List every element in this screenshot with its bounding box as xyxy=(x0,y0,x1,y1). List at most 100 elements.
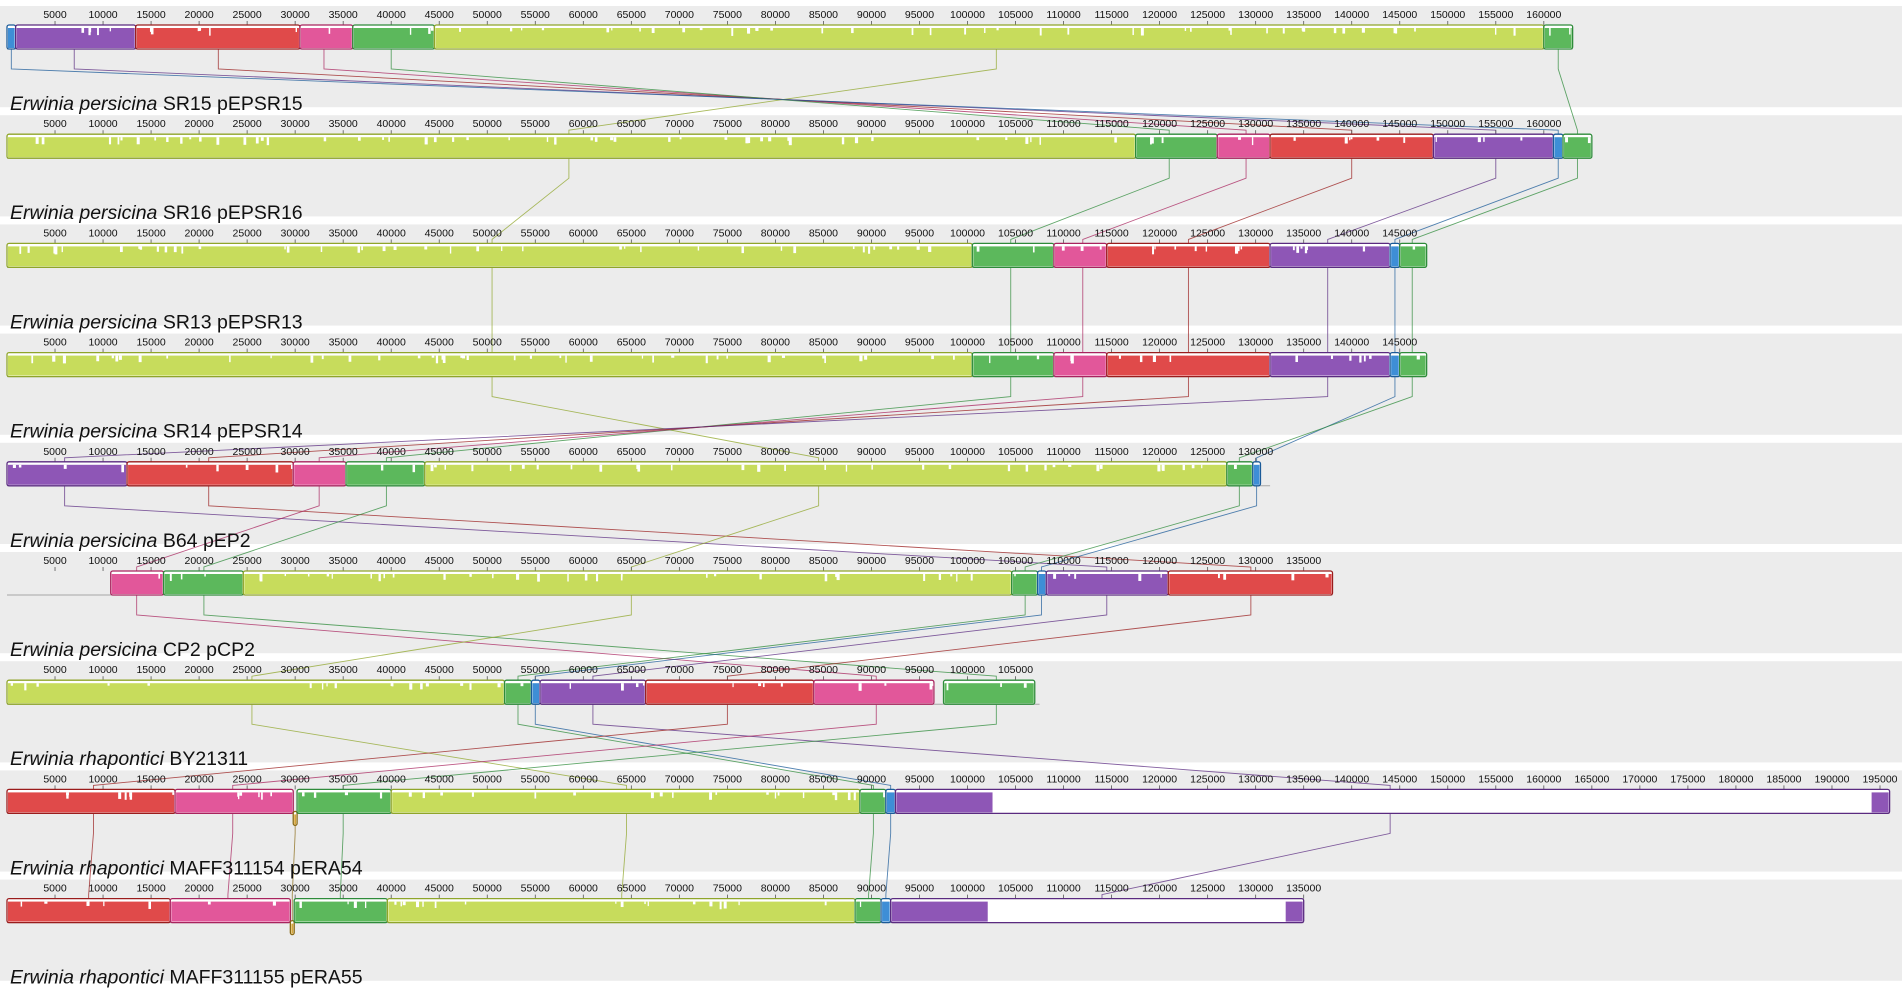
ruler-tick-label: 150000 xyxy=(1430,9,1465,21)
lcb-block-green[interactable] xyxy=(345,461,426,487)
lcb-block-pink[interactable] xyxy=(174,788,294,815)
lcb-block-red[interactable] xyxy=(6,897,171,924)
lcb-block-lime[interactable] xyxy=(6,351,973,378)
lcb-block-lime[interactable] xyxy=(386,897,856,924)
lcb-block-green[interactable] xyxy=(293,897,389,924)
lcb-block-green[interactable] xyxy=(1543,24,1574,50)
ruler-tick-label: 95000 xyxy=(905,664,934,676)
lcb-block-purple[interactable] xyxy=(1269,351,1391,378)
lcb-block-red[interactable] xyxy=(6,788,176,815)
coverage-dip xyxy=(409,28,412,35)
ruler-tick-label: 45000 xyxy=(425,9,454,21)
lcb-block-purple[interactable] xyxy=(14,24,137,50)
lcb-block-blue[interactable] xyxy=(885,788,897,815)
coverage-dip xyxy=(180,137,183,144)
coverage-dip xyxy=(824,464,827,470)
ruler-tick-label: 70000 xyxy=(665,664,694,676)
lcb-block-lime[interactable] xyxy=(242,570,1013,596)
lcb-block-pink[interactable] xyxy=(1053,242,1108,269)
lcb-block-blue[interactable] xyxy=(1389,242,1401,269)
coverage-dip xyxy=(444,464,447,470)
ruler-tick-label: 145000 xyxy=(1382,227,1417,239)
lcb-block-purple[interactable] xyxy=(890,897,1305,924)
lcb-block-red[interactable] xyxy=(1106,351,1271,378)
lcb-block-pink[interactable] xyxy=(169,897,292,924)
lcb-block-blue[interactable] xyxy=(880,897,892,924)
lcb-block-green[interactable] xyxy=(1399,242,1428,269)
lcb-block-gold[interactable] xyxy=(289,919,295,936)
lcb-block-lime[interactable] xyxy=(6,242,973,269)
ruler-tick-label: 35000 xyxy=(329,118,358,130)
lcb-block-green[interactable] xyxy=(859,788,887,815)
ruler-tick-label: 50000 xyxy=(473,9,502,21)
lcb-block-green[interactable] xyxy=(971,242,1055,269)
lcb-block-blue[interactable] xyxy=(1389,351,1401,378)
lcb-block-lime[interactable] xyxy=(6,679,506,705)
coverage-dip xyxy=(1376,137,1380,141)
lcb-block-pink[interactable] xyxy=(299,24,354,50)
lcb-block-pink[interactable] xyxy=(110,570,165,596)
lcb-block-pink[interactable] xyxy=(292,461,347,487)
lcb-block-green[interactable] xyxy=(942,679,1036,705)
coverage-dip xyxy=(1251,137,1254,146)
coverage-dip xyxy=(88,901,90,905)
lcb-block-lime[interactable] xyxy=(424,461,1228,487)
ruler-tick-label: 140000 xyxy=(1334,773,1369,785)
coverage-dip xyxy=(868,246,871,254)
genome-species: Erwinia persicina xyxy=(10,93,158,115)
lcb-block-gold[interactable] xyxy=(292,810,298,827)
lcb-block-lime[interactable] xyxy=(433,24,1545,50)
lcb-block-blue[interactable] xyxy=(1036,570,1047,596)
lcb-block-green[interactable] xyxy=(1399,351,1428,378)
lcb-block-green[interactable] xyxy=(503,679,533,705)
coverage-dip xyxy=(10,683,13,686)
lcb-block-green[interactable] xyxy=(162,570,244,596)
lcb-block-lime[interactable] xyxy=(390,788,861,815)
track-background xyxy=(0,333,1902,435)
lcb-block-pink[interactable] xyxy=(1216,133,1271,159)
coverage-dip xyxy=(774,792,777,799)
ruler-tick-label: 130000 xyxy=(1238,337,1273,349)
coverage-dip xyxy=(853,792,856,801)
lcb-block-red[interactable] xyxy=(126,461,295,487)
lcb-block-blue[interactable] xyxy=(1552,133,1564,159)
ruler-tick-label: 5000 xyxy=(43,9,67,21)
lcb-block-purple[interactable] xyxy=(1045,570,1169,596)
lcb-block-blue[interactable] xyxy=(530,679,541,705)
lcb-block-red[interactable] xyxy=(135,24,301,50)
ruler-tick-label: 130000 xyxy=(1238,227,1273,239)
coverage-dip xyxy=(417,355,421,359)
coverage-dip xyxy=(573,792,576,796)
lcb-block-green[interactable] xyxy=(971,351,1055,378)
lcb-block-purple[interactable] xyxy=(1269,242,1391,269)
coverage-dip xyxy=(115,355,119,362)
ruler-tick-label: 25000 xyxy=(233,883,262,895)
lcb-block-red[interactable] xyxy=(1269,133,1435,159)
lcb-block-blue[interactable] xyxy=(6,24,17,50)
coverage-dip xyxy=(1007,464,1011,472)
lcb-block-red[interactable] xyxy=(1106,242,1271,269)
coverage-dip xyxy=(412,464,416,473)
lcb-block-green[interactable] xyxy=(352,24,436,50)
lcb-coverage-fill xyxy=(1400,355,1426,376)
lcb-block-purple[interactable] xyxy=(894,788,1891,815)
lcb-block-green[interactable] xyxy=(296,788,392,815)
lcb-block-green[interactable] xyxy=(1011,570,1039,596)
lcb-block-purple[interactable] xyxy=(1432,133,1555,159)
lcb-block-blue[interactable] xyxy=(1252,461,1262,487)
lcb-block-lime[interactable] xyxy=(6,133,1137,159)
lcb-block-green[interactable] xyxy=(1562,133,1593,159)
lcb-block-red[interactable] xyxy=(645,679,815,705)
lcb-block-red[interactable] xyxy=(1167,570,1334,596)
lcb-coverage-fill xyxy=(1227,464,1252,485)
lcb-block-purple[interactable] xyxy=(6,461,128,487)
lcb-block-pink[interactable] xyxy=(813,679,935,705)
lcb-block-green[interactable] xyxy=(1226,461,1254,487)
ruler-tick-label: 95000 xyxy=(905,9,934,21)
lcb-block-green[interactable] xyxy=(854,897,882,924)
lcb-block-purple[interactable] xyxy=(539,679,647,705)
lcb-block-green[interactable] xyxy=(1134,133,1218,159)
coverage-dip xyxy=(86,901,90,906)
coverage-dip xyxy=(594,137,598,142)
lcb-block-pink[interactable] xyxy=(1053,351,1108,378)
